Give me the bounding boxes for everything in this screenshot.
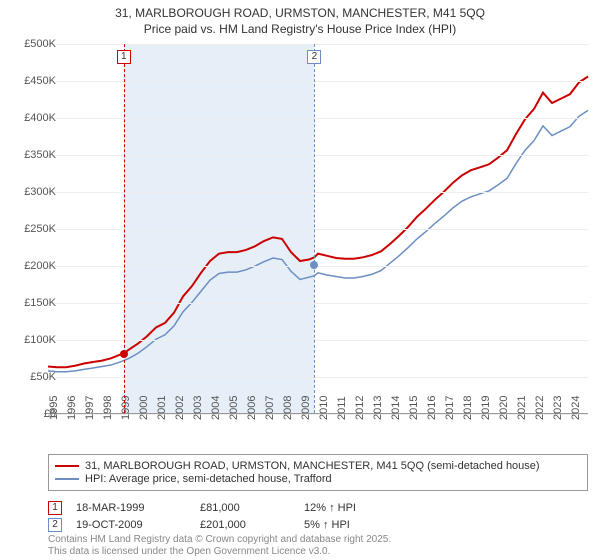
x-axis-tick-label: 2007 <box>264 396 276 420</box>
y-gridline <box>48 118 588 119</box>
x-axis-tick-label: 1999 <box>120 396 132 420</box>
y-gridline <box>48 192 588 193</box>
x-axis-tick-label: 2011 <box>336 396 348 420</box>
x-axis-tick-label: 2021 <box>516 396 528 420</box>
x-axis-tick-label: 2024 <box>570 396 582 420</box>
legend-swatch <box>55 465 79 467</box>
y-gridline <box>48 303 588 304</box>
x-axis-tick-label: 2005 <box>228 396 240 420</box>
y-gridline <box>48 340 588 341</box>
x-axis-tick-label: 2003 <box>192 396 204 420</box>
x-axis-tick-label: 2008 <box>282 396 294 420</box>
sale-price: £201,000 <box>200 519 290 531</box>
y-gridline <box>48 377 588 378</box>
x-axis-tick-label: 2004 <box>210 396 222 420</box>
x-axis-tick-label: 2020 <box>498 396 510 420</box>
sale-index-box: 1 <box>48 501 62 515</box>
legend-label: 31, MARLBOROUGH ROAD, URMSTON, MANCHESTE… <box>85 460 540 472</box>
chart-title-line2: Price paid vs. HM Land Registry's House … <box>0 22 600 36</box>
x-axis-tick-label: 2018 <box>462 396 474 420</box>
x-axis-tick-label: 2010 <box>318 396 330 420</box>
sale-price: £81,000 <box>200 502 290 514</box>
sales-row: 2 19-OCT-2009 £201,000 5% ↑ HPI <box>48 518 356 532</box>
x-axis-tick-label: 2023 <box>552 396 564 420</box>
sales-table: 1 18-MAR-1999 £81,000 12% ↑ HPI 2 19-OCT… <box>48 498 356 535</box>
x-axis-tick-label: 2017 <box>444 396 456 420</box>
y-gridline <box>48 229 588 230</box>
sale-marker-box: 1 <box>117 50 131 64</box>
sale-index-box: 2 <box>48 518 62 532</box>
x-axis-tick-label: 2022 <box>534 396 546 420</box>
legend-row: HPI: Average price, semi-detached house,… <box>55 473 581 485</box>
sale-delta: 5% ↑ HPI <box>304 519 350 531</box>
x-axis-tick-label: 1998 <box>102 396 114 420</box>
x-axis-tick-label: 2013 <box>372 396 384 420</box>
x-axis-tick-label: 2016 <box>426 396 438 420</box>
x-axis-tick-label: 2015 <box>408 396 420 420</box>
y-axis-tick-label: £250K <box>24 223 56 235</box>
y-axis-tick-label: £350K <box>24 149 56 161</box>
y-gridline <box>48 81 588 82</box>
y-axis-tick-label: £300K <box>24 186 56 198</box>
x-axis-tick-label: 2019 <box>480 396 492 420</box>
x-axis-tick-label: 2000 <box>138 396 150 420</box>
x-axis-tick-label: 2002 <box>174 396 186 420</box>
y-axis-tick-label: £500K <box>24 38 56 50</box>
legend-swatch <box>55 478 79 480</box>
x-axis-tick-label: 2009 <box>300 396 312 420</box>
x-axis-tick-label: 2012 <box>354 396 366 420</box>
legend-box: 31, MARLBOROUGH ROAD, URMSTON, MANCHESTE… <box>48 454 588 491</box>
y-axis-tick-label: £200K <box>24 260 56 272</box>
x-axis-tick-label: 1997 <box>84 396 96 420</box>
sale-marker-box: 2 <box>307 50 321 64</box>
sale-marker-dot <box>120 350 128 358</box>
legend-row: 31, MARLBOROUGH ROAD, URMSTON, MANCHESTE… <box>55 460 581 472</box>
x-axis-tick-label: 2001 <box>156 396 168 420</box>
sale-marker-dot <box>310 261 318 269</box>
y-axis-tick-label: £450K <box>24 75 56 87</box>
attribution-line1: Contains HM Land Registry data © Crown c… <box>48 534 391 546</box>
sale-delta: 12% ↑ HPI <box>304 502 356 514</box>
sale-date: 18-MAR-1999 <box>76 502 186 514</box>
y-axis-tick-label: £0 <box>44 408 56 420</box>
sales-row: 1 18-MAR-1999 £81,000 12% ↑ HPI <box>48 501 356 515</box>
y-axis-tick-label: £100K <box>24 334 56 346</box>
attribution: Contains HM Land Registry data © Crown c… <box>48 534 391 558</box>
x-axis-tick-label: 1996 <box>66 396 78 420</box>
attribution-line2: This data is licensed under the Open Gov… <box>48 546 391 558</box>
chart-plot-area: 1995199619971998199920002001200220032004… <box>48 44 588 414</box>
x-axis-tick-label: 2014 <box>390 396 402 420</box>
sale-date: 19-OCT-2009 <box>76 519 186 531</box>
y-axis-tick-label: £400K <box>24 112 56 124</box>
series-line-price_paid <box>48 77 588 368</box>
sale-marker-line <box>314 44 315 413</box>
y-gridline <box>48 44 588 45</box>
y-axis-tick-label: £150K <box>24 297 56 309</box>
y-axis-tick-label: £50K <box>30 371 56 383</box>
y-gridline <box>48 155 588 156</box>
x-axis-tick-label: 2006 <box>246 396 258 420</box>
chart-title-line1: 31, MARLBOROUGH ROAD, URMSTON, MANCHESTE… <box>0 0 600 22</box>
legend-label: HPI: Average price, semi-detached house,… <box>85 473 332 485</box>
